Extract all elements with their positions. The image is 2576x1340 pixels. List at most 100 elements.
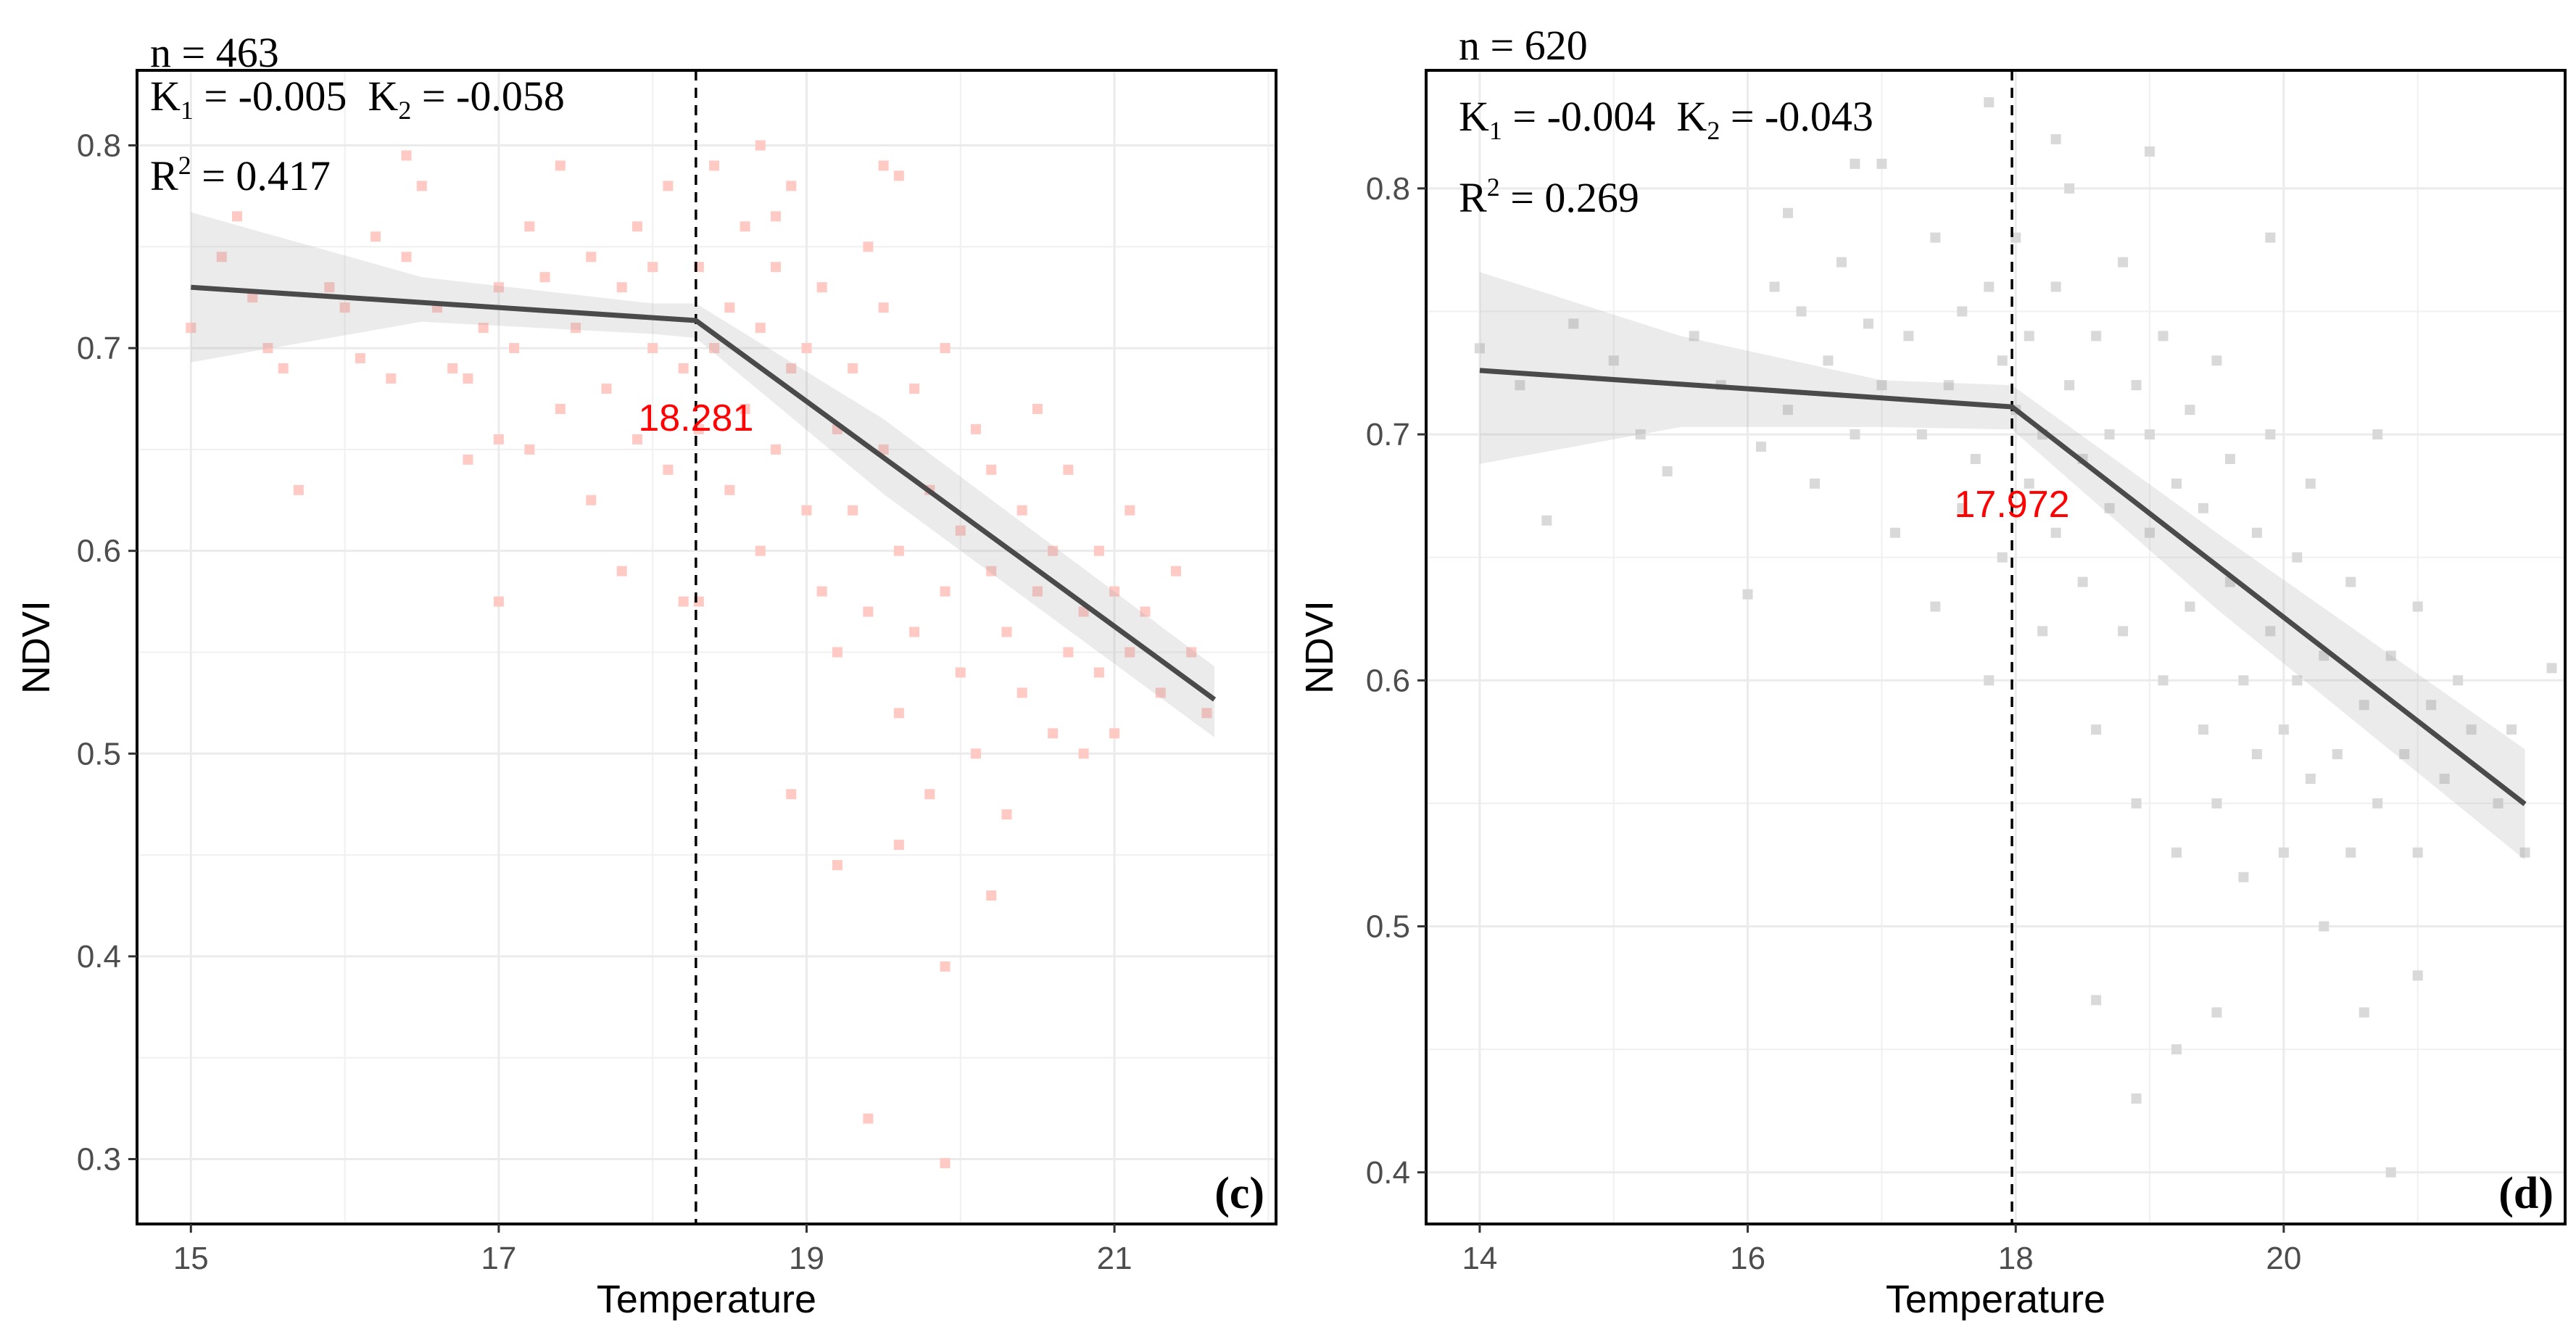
data-point [2050, 281, 2061, 292]
data-point [1984, 97, 1995, 108]
data-point [955, 525, 966, 536]
data-point [524, 444, 535, 455]
data-point [2131, 1093, 2142, 1104]
x-tick-label: 18 [1998, 1241, 2034, 1276]
data-point [832, 647, 842, 658]
data-point [493, 282, 504, 293]
data-point [186, 323, 196, 334]
data-point [1001, 809, 1012, 820]
data-point [816, 586, 827, 597]
data-point [971, 423, 982, 434]
data-point [1001, 626, 1012, 637]
y-tick-label: 0.3 [77, 1142, 121, 1178]
data-point [2158, 331, 2169, 342]
data-point [1608, 355, 1619, 366]
data-point [893, 708, 904, 719]
data-point [1796, 306, 1807, 317]
data-point [678, 596, 689, 607]
data-point [2131, 798, 2142, 808]
data-point [2224, 453, 2235, 464]
data-point [940, 1158, 951, 1169]
data-point [416, 181, 427, 191]
data-point [1125, 505, 1135, 516]
data-point [848, 505, 858, 516]
data-point [262, 343, 273, 354]
data-point [2118, 626, 2129, 637]
data-point [1689, 331, 1699, 342]
data-point [1078, 606, 1089, 617]
data-point [1769, 281, 1780, 292]
data-point [1568, 318, 1579, 329]
data-point [2278, 847, 2289, 858]
data-point [1970, 453, 1981, 464]
data-point [1474, 343, 1485, 354]
panel-border [1425, 69, 2567, 1225]
data-point [524, 221, 535, 232]
data-point [2453, 675, 2464, 686]
r2-annotation: R2 = 0.417 [150, 151, 331, 199]
data-point [1140, 606, 1151, 617]
panel-c: 18.281 15 17 19 21 0.3 0.4 0.5 0.6 0.7 0.8 Temperat… [15, 29, 1277, 1321]
data-point [2251, 527, 2262, 538]
data-point [1783, 207, 1794, 218]
x-tick-label: 14 [1462, 1241, 1497, 1276]
data-point [1889, 527, 1900, 538]
data-point [493, 596, 504, 607]
data-point [2211, 355, 2222, 366]
data-point [848, 363, 858, 374]
data-point [2184, 601, 2195, 612]
data-point [2050, 133, 2061, 144]
data-point [986, 566, 997, 576]
data-point [2372, 429, 2383, 440]
data-point [2145, 527, 2155, 538]
data-point [2104, 429, 2115, 440]
data-point [863, 241, 874, 252]
data-point [2091, 995, 2102, 1006]
data-point [1916, 429, 1927, 440]
data-point [2251, 749, 2262, 760]
data-point [878, 160, 889, 171]
data-point [2292, 552, 2303, 563]
data-point [2064, 380, 2075, 391]
data-point [647, 262, 658, 273]
y-tick-label: 0.4 [1366, 1155, 1410, 1191]
x-tick-label: 20 [2266, 1241, 2301, 1276]
data-point [247, 292, 258, 303]
plot-background [1426, 70, 2565, 1224]
data-point [463, 454, 473, 465]
data-point [2305, 773, 2316, 784]
data-point [2345, 576, 2356, 587]
data-point [893, 545, 904, 556]
panel-label: (c) [1214, 1169, 1264, 1218]
y-axis-title: NDVI [15, 600, 58, 694]
panel-border [136, 69, 1277, 1225]
x-tick-label: 15 [173, 1241, 209, 1276]
data-point [2118, 257, 2129, 268]
data-point [909, 626, 920, 637]
data-point [2385, 1167, 2396, 1178]
y-tick-label: 0.6 [77, 534, 121, 569]
y-axis-title: NDVI [1298, 600, 1341, 694]
data-point [832, 860, 842, 871]
data-point [909, 383, 920, 394]
data-point [2399, 749, 2410, 760]
x-axis-title: Temperature [597, 1278, 816, 1321]
data-point [1515, 380, 1525, 391]
data-point [2358, 1007, 2369, 1018]
plot-background [137, 70, 1276, 1224]
data-point [2158, 675, 2169, 686]
data-point [971, 748, 982, 759]
data-point [370, 231, 381, 242]
data-point [2519, 847, 2530, 858]
data-point [2305, 478, 2316, 489]
data-point [2171, 478, 2182, 489]
data-point [724, 484, 735, 495]
x-tick-label: 16 [1730, 1241, 1765, 1276]
data-point [1109, 586, 1120, 597]
data-point [2439, 773, 2450, 784]
data-point [878, 302, 889, 313]
data-point [355, 353, 365, 364]
data-point [2184, 405, 2195, 415]
data-point [2145, 146, 2155, 157]
